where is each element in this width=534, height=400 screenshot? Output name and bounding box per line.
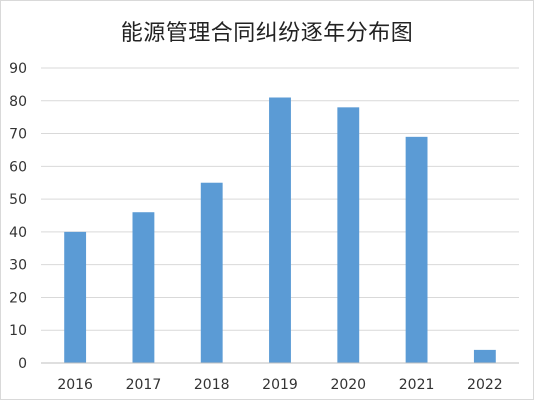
bar-2019	[269, 97, 291, 363]
y-tick-label: 70	[9, 127, 27, 143]
bar-2018	[200, 182, 223, 363]
bar-2020	[337, 107, 360, 363]
bar-2016	[64, 231, 87, 363]
y-tick-label: 0	[18, 356, 27, 372]
bar-2021	[405, 136, 428, 363]
x-tick-label: 2016	[57, 377, 93, 393]
x-tick-label: 2020	[330, 377, 366, 393]
y-tick-label: 80	[9, 94, 27, 110]
x-tick-label: 2021	[399, 377, 435, 393]
y-tick-label: 40	[9, 225, 27, 241]
bar-2022	[473, 349, 496, 363]
y-tick-label: 60	[9, 159, 27, 175]
y-axis-ticks: 0 10 20 30 40 50 60 70 80 90	[9, 61, 27, 372]
x-tick-label: 2022	[467, 377, 503, 393]
bar-2017	[132, 212, 155, 363]
x-tick-label: 2018	[194, 377, 230, 393]
bars	[64, 97, 496, 363]
x-tick-label: 2019	[262, 377, 298, 393]
chart-title: 能源管理合同纠纷逐年分布图	[120, 21, 414, 46]
y-tick-label: 50	[9, 192, 27, 208]
y-tick-label: 20	[9, 290, 27, 306]
x-tick-label: 2017	[126, 377, 162, 393]
x-axis-ticks: 2016 2017 2018 2019 2020 2021 2022	[57, 377, 502, 393]
y-tick-label: 10	[9, 323, 27, 339]
y-tick-label: 30	[9, 258, 27, 274]
y-tick-label: 90	[9, 61, 27, 77]
